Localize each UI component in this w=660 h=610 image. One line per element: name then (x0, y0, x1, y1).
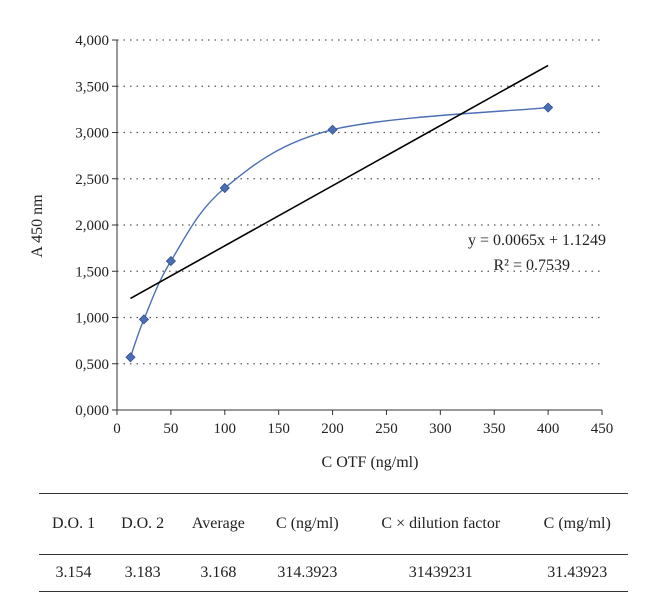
table-cell: 31.43923 (547, 564, 608, 581)
chart: 0,000 0,500 1,000 1,500 2,000 2,500 3,000 3,500… (29, 33, 613, 471)
data-point (327, 124, 338, 135)
column-header: C × dilution factor (381, 515, 501, 532)
r-squared-label: R² = 0.7539 (494, 257, 571, 274)
column-header: D.O. 2 (121, 515, 165, 532)
column-header: C (ng/ml) (276, 515, 339, 532)
grid-lines (117, 39, 602, 365)
x-tick-label: 350 (483, 421, 506, 437)
table-row: 3.154 3.183 3.168 314.3923 31439231 31.43923 (39, 555, 628, 592)
results-table-container: D.O. 1 D.O. 2 Average C (ng/ml) C × dilution… (39, 493, 628, 592)
y-tick-label: 2,500 (75, 172, 109, 188)
y-tick-label: 1,500 (75, 264, 109, 280)
data-point (219, 182, 230, 194)
data-point (138, 314, 150, 325)
data-point (125, 352, 136, 363)
column-header: Average (191, 515, 245, 532)
trendline-equation: y = 0.0065x + 1.1249 (468, 232, 606, 249)
y-axis-title: A 450 nm (29, 194, 46, 258)
data-point (165, 256, 176, 267)
y-tick-label: 1,000 (75, 311, 109, 327)
x-tick-label: 250 (375, 421, 398, 437)
x-tick-label: 450 (591, 421, 614, 437)
y-tick-label: 3,000 (75, 126, 109, 142)
equation-text: y = 0.0065x + 1.1249 (468, 232, 606, 249)
results-table: D.O. 1 D.O. 2 Average C (ng/ml) C × dilution… (39, 493, 628, 592)
table-cell: 31439231 (408, 564, 473, 581)
table-body: 3.154 3.183 3.168 314.3923 31439231 31.43923 (39, 555, 628, 592)
y-tick-label: 2,000 (75, 218, 109, 234)
linear-trendline (130, 64, 549, 300)
table-header-row: D.O. 1 D.O. 2 Average C (ng/ml) C × dilution… (39, 493, 628, 555)
tick-labels: 0,000 0,500 1,000 1,500 2,000 2,500 3,000 3,500… (75, 33, 613, 437)
table-cell: 3.183 (124, 564, 161, 581)
y-tick-label: 0,500 (75, 357, 109, 373)
data-series (125, 64, 554, 363)
y-tick-label: 3,500 (75, 79, 109, 95)
x-tick-label: 100 (214, 421, 237, 437)
y-tick-label: 0,000 (75, 403, 109, 419)
axes (112, 39, 603, 415)
x-tick-label: 400 (537, 421, 560, 437)
x-tick-label: 200 (321, 421, 344, 437)
data-point (543, 102, 554, 113)
column-header: D.O. 1 (51, 515, 96, 532)
table-cell: 3.168 (200, 564, 237, 581)
x-axis-title: C OTF (ng/ml) (322, 454, 419, 471)
x-tick-label: 300 (429, 421, 452, 437)
table-cell: 3.154 (55, 564, 92, 581)
column-header: C (mg/ml) (543, 515, 611, 532)
y-tick-label: 4,000 (75, 33, 109, 49)
x-tick-label: 50 (163, 421, 178, 437)
x-tick-label: 0 (113, 421, 121, 437)
table-cell: 314.3923 (277, 564, 338, 581)
x-tick-label: 150 (267, 421, 290, 437)
